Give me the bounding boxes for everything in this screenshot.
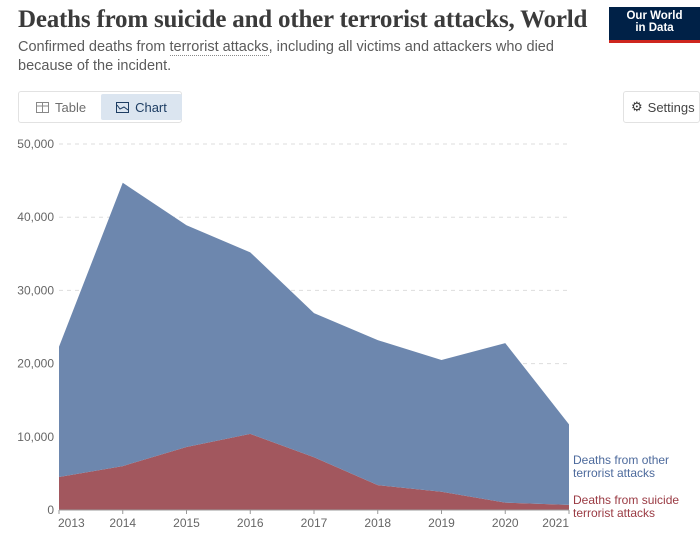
tab-chart[interactable]: Chart	[101, 94, 182, 120]
terrorist-attacks-link[interactable]: terrorist attacks	[169, 39, 269, 56]
x-tick-label: 2013	[58, 516, 85, 530]
settings-label: Settings	[647, 99, 695, 115]
settings-button[interactable]: ⚙ Settings	[623, 91, 700, 123]
y-tick-label: 0	[47, 503, 54, 517]
gear-icon: ⚙	[631, 99, 643, 114]
legend-label: terrorist attacks	[573, 506, 655, 520]
y-tick-label: 40,000	[17, 210, 54, 224]
x-tick-label: 2020	[492, 516, 519, 530]
tab-table-label: Table	[55, 99, 87, 115]
area-series-other	[59, 182, 569, 505]
tab-table[interactable]: Table	[21, 94, 101, 120]
chart-subtitle: Confirmed deaths from terrorist attacks,…	[18, 38, 608, 76]
y-tick-label: 10,000	[17, 430, 54, 444]
subtitle-text: , including all victims and attackers wh…	[18, 39, 554, 74]
y-tick-label: 50,000	[17, 137, 54, 151]
legend-label: Deaths from other	[573, 453, 669, 467]
x-tick-label: 2017	[301, 516, 328, 530]
area-series-suicide	[59, 433, 569, 510]
x-tick-label: 2014	[109, 516, 136, 530]
legend-label: Deaths from suicide	[573, 493, 679, 507]
x-tick-label: 2019	[428, 516, 455, 530]
view-toggle: Table Chart	[18, 91, 182, 123]
chart-icon	[116, 101, 130, 113]
x-tick-label: 2016	[237, 516, 264, 530]
y-tick-label: 20,000	[17, 357, 54, 371]
subtitle-text: Confirmed deaths from	[18, 39, 170, 55]
x-tick-label: 2015	[173, 516, 200, 530]
owid-logo[interactable]: Our World in Data	[609, 7, 700, 43]
tab-chart-label: Chart	[135, 99, 167, 115]
table-icon	[36, 101, 49, 113]
chart-title: Deaths from suicide and other terrorist …	[18, 6, 588, 33]
x-tick-label: 2021	[542, 516, 569, 530]
y-tick-label: 30,000	[17, 283, 54, 297]
legend-label: terrorist attacks	[573, 466, 655, 480]
x-tick-label: 2018	[364, 516, 391, 530]
